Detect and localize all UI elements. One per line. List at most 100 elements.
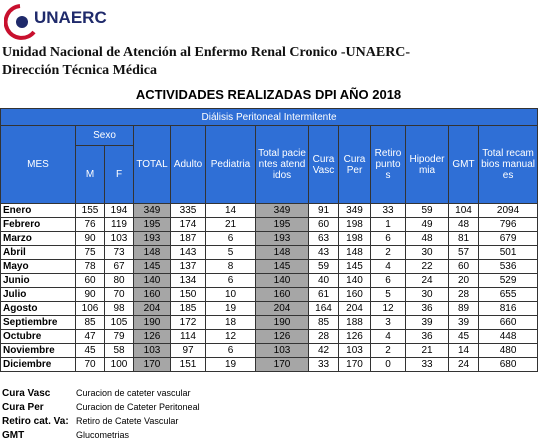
value-cell: 198 — [338, 231, 371, 246]
month-cell: Mayo — [0, 259, 76, 274]
value-cell: 204 — [133, 301, 171, 316]
value-cell: 170 — [338, 357, 371, 372]
value-cell: 14 — [205, 203, 256, 218]
data-row: Abril 75 73 148 143 5 148 43 148 2 30 57 501 — [0, 245, 539, 260]
value-cell: 39 — [448, 315, 479, 330]
value-cell: 19 — [205, 301, 256, 316]
subtitle: ACTIVIDADES REALIZADAS DPI AÑO 2018 — [135, 87, 402, 102]
value-cell: 6 — [205, 231, 256, 246]
value-cell: 19 — [205, 357, 256, 372]
month-cell: Diciembre — [0, 357, 76, 372]
value-cell: 57 — [448, 245, 479, 260]
logo-dot — [16, 16, 28, 28]
value-cell: 81 — [448, 231, 479, 246]
data-row: Febrero 76 119 195 174 21 195 60 198 1 49 48 796 — [0, 217, 539, 232]
value-cell: 42 — [308, 343, 339, 358]
value-cell: 33 — [405, 357, 449, 372]
value-cell: 30 — [405, 287, 449, 302]
legend-term: Retiro cat. Va: — [2, 416, 69, 427]
value-cell: 28 — [448, 287, 479, 302]
value-cell: 151 — [170, 357, 206, 372]
value-cell: 105 — [104, 315, 134, 330]
value-cell: 140 — [338, 273, 371, 288]
value-cell: 148 — [255, 245, 309, 260]
value-cell: 18 — [205, 315, 256, 330]
value-cell: 104 — [448, 203, 479, 218]
value-cell: 75 — [75, 245, 105, 260]
data-row: Octubre 47 79 126 114 12 126 28 126 4 36 45 448 — [0, 329, 539, 344]
legend-item: Cura Vasc Curacion de cateter vascular — [2, 388, 191, 399]
value-cell: 12 — [205, 329, 256, 344]
value-cell: 103 — [338, 343, 371, 358]
month-cell: Septiembre — [0, 315, 76, 330]
value-cell: 816 — [477, 301, 539, 316]
value-cell: 45 — [75, 343, 105, 358]
value-cell: 190 — [255, 315, 309, 330]
logo-swoosh — [4, 4, 36, 40]
month-cell: Febrero — [0, 217, 76, 232]
value-cell: 103 — [255, 343, 309, 358]
value-cell: 140 — [255, 273, 309, 288]
value-cell: 145 — [133, 259, 171, 274]
value-cell: 174 — [170, 217, 206, 232]
month-cell: Enero — [0, 203, 76, 218]
value-cell: 680 — [477, 357, 539, 372]
value-cell: 79 — [104, 329, 134, 344]
value-cell: 140 — [133, 273, 171, 288]
value-cell: 98 — [104, 301, 134, 316]
month-cell: Julio — [0, 287, 76, 302]
value-cell: 59 — [405, 203, 449, 218]
value-cell: 185 — [170, 301, 206, 316]
value-cell: 106 — [75, 301, 105, 316]
value-cell: 36 — [405, 301, 449, 316]
legend-definition: Curacion de cateter vascular — [76, 388, 191, 398]
value-cell: 103 — [133, 343, 171, 358]
value-cell: 335 — [170, 203, 206, 218]
value-cell: 43 — [308, 245, 339, 260]
value-cell: 45 — [448, 329, 479, 344]
value-cell: 85 — [75, 315, 105, 330]
value-cell: 480 — [477, 343, 539, 358]
value-cell: 47 — [75, 329, 105, 344]
value-cell: 24 — [405, 273, 449, 288]
column-header: Total pacientes atendidos — [255, 125, 309, 204]
value-cell: 195 — [133, 217, 171, 232]
value-cell: 5 — [370, 287, 406, 302]
value-cell: 30 — [405, 245, 449, 260]
value-cell: 170 — [133, 357, 171, 372]
value-cell: 349 — [255, 203, 309, 218]
value-cell: 190 — [133, 315, 171, 330]
value-cell: 2 — [370, 343, 406, 358]
value-cell: 194 — [104, 203, 134, 218]
value-cell: 67 — [104, 259, 134, 274]
value-cell: 170 — [255, 357, 309, 372]
value-cell: 20 — [448, 273, 479, 288]
value-cell: 60 — [308, 217, 339, 232]
value-cell: 137 — [170, 259, 206, 274]
value-cell: 349 — [338, 203, 371, 218]
value-cell: 28 — [308, 329, 339, 344]
value-cell: 6 — [205, 343, 256, 358]
value-cell: 78 — [75, 259, 105, 274]
column-header: GMT — [448, 125, 479, 204]
value-cell: 126 — [133, 329, 171, 344]
value-cell: 40 — [308, 273, 339, 288]
data-table: Diálisis Peritoneal Intermitente MES Sexo T… — [0, 108, 539, 372]
month-cell: Junio — [0, 273, 76, 288]
value-cell: 188 — [338, 315, 371, 330]
value-cell: 148 — [338, 245, 371, 260]
value-cell: 193 — [133, 231, 171, 246]
header-row: MES Sexo TOTAL Adulto Pediatria Total pacient… — [0, 125, 539, 204]
value-cell: 6 — [370, 273, 406, 288]
value-cell: 100 — [104, 357, 134, 372]
column-header: M — [75, 145, 105, 204]
value-cell: 145 — [338, 259, 371, 274]
value-cell: 126 — [338, 329, 371, 344]
title: Dirección Técnica Médica — [2, 63, 157, 78]
value-cell: 6 — [205, 273, 256, 288]
value-cell: 63 — [308, 231, 339, 246]
value-cell: 3 — [370, 315, 406, 330]
data-row: Noviembre 45 58 103 97 6 103 42 103 2 21 14 480 — [0, 343, 539, 358]
